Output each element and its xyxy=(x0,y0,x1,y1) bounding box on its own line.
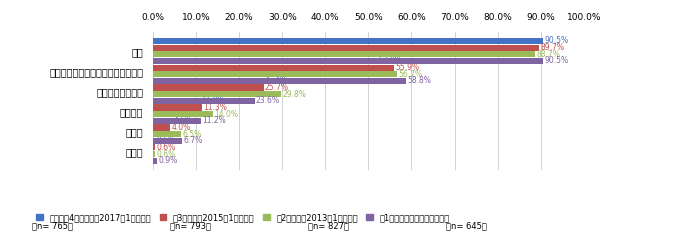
Text: 0.6%: 0.6% xyxy=(157,150,176,159)
Bar xyxy=(153,85,263,91)
Bar xyxy=(153,151,156,157)
Text: 6.5%: 6.5% xyxy=(182,130,202,139)
Bar xyxy=(153,78,262,84)
Bar xyxy=(153,71,398,77)
Text: 11.0%: 11.0% xyxy=(202,96,225,105)
Text: 55.9%: 55.9% xyxy=(395,63,419,72)
Text: 0.9%: 0.9% xyxy=(158,156,177,165)
Bar xyxy=(153,131,181,137)
Text: 14.0%: 14.0% xyxy=(215,110,238,119)
Bar xyxy=(153,138,182,144)
Text: （n= 827）: （n= 827） xyxy=(308,221,349,230)
Text: 88.7%: 88.7% xyxy=(537,50,560,59)
Bar xyxy=(153,111,213,117)
Legend: 今回（第4回）調査（2017年1月時点）, 第3回調査（2015年1月時点）, 第2回調査（2013年1月時点）, 第1回調査（東日本大震災前）: 今回（第4回）調査（2017年1月時点）, 第3回調査（2015年1月時点）, … xyxy=(36,213,450,222)
Text: 0.5%: 0.5% xyxy=(156,136,176,145)
Text: 58.8%: 58.8% xyxy=(407,76,432,85)
Text: 4.6%: 4.6% xyxy=(174,116,193,125)
Text: （n= 765）: （n= 765） xyxy=(32,221,73,230)
Text: 25.4%: 25.4% xyxy=(263,76,288,85)
Bar xyxy=(153,118,173,124)
Text: 90.5%: 90.5% xyxy=(544,36,569,45)
Bar xyxy=(153,64,394,71)
Bar xyxy=(153,104,202,111)
Bar xyxy=(153,158,157,164)
Text: 4.0%: 4.0% xyxy=(172,123,190,132)
Text: （n= 645）: （n= 645） xyxy=(446,221,486,230)
Bar xyxy=(153,118,201,124)
Text: （n= 793）: （n= 793） xyxy=(170,221,211,230)
Bar xyxy=(153,98,200,104)
Bar xyxy=(153,78,407,84)
Bar xyxy=(153,138,155,144)
Bar xyxy=(153,98,254,104)
Bar xyxy=(153,38,543,44)
Bar xyxy=(153,44,539,51)
Text: 52.0%: 52.0% xyxy=(378,56,402,65)
Text: 89.7%: 89.7% xyxy=(541,43,565,52)
Text: 11.2%: 11.2% xyxy=(202,116,226,125)
Text: 0.6%: 0.6% xyxy=(157,143,176,152)
Bar xyxy=(153,58,377,64)
Bar xyxy=(153,51,535,57)
Bar xyxy=(153,124,170,130)
Bar xyxy=(153,91,281,97)
Text: 56.7%: 56.7% xyxy=(398,70,423,79)
Text: 29.8%: 29.8% xyxy=(283,90,306,99)
Text: 23.6%: 23.6% xyxy=(256,96,280,105)
Bar xyxy=(153,144,156,150)
Text: 90.5%: 90.5% xyxy=(544,56,569,65)
Text: 11.3%: 11.3% xyxy=(203,103,227,112)
Bar xyxy=(153,58,543,64)
Text: 6.7%: 6.7% xyxy=(183,136,202,145)
Text: 25.7%: 25.7% xyxy=(265,83,289,92)
